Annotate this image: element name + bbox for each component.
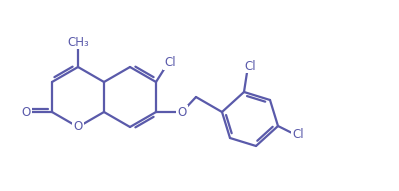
Text: Cl: Cl xyxy=(244,60,256,73)
Text: O: O xyxy=(22,105,31,118)
Text: Cl: Cl xyxy=(292,129,304,142)
Text: O: O xyxy=(178,105,187,118)
Text: Cl: Cl xyxy=(164,57,176,70)
Text: CH₃: CH₃ xyxy=(67,36,89,49)
Text: O: O xyxy=(73,121,83,134)
